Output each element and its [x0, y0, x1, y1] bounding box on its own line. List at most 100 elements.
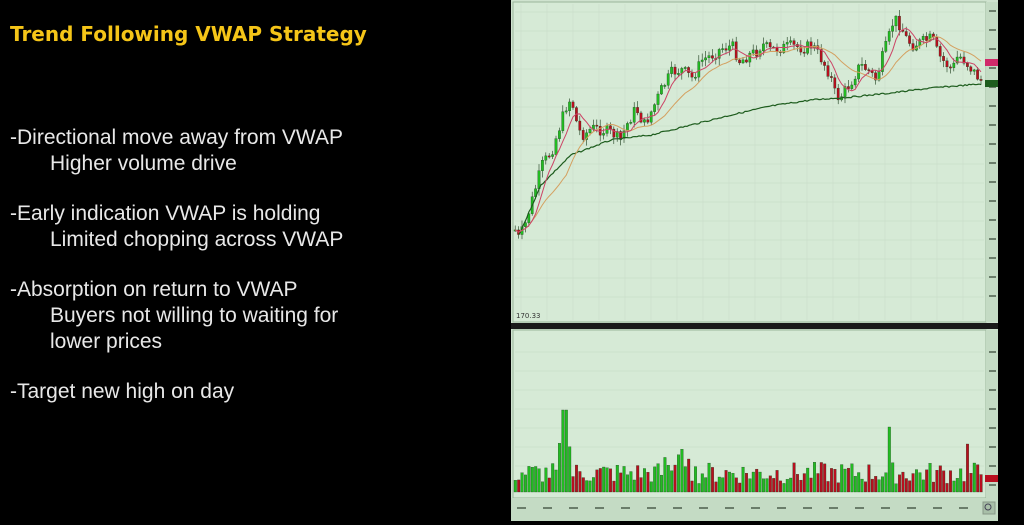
volume-bar	[558, 443, 561, 493]
candle-body	[653, 104, 656, 112]
candle-body	[673, 66, 677, 75]
candle-body	[717, 49, 721, 59]
candle-body	[979, 79, 983, 81]
volume-bar	[602, 466, 606, 493]
volume-bar	[615, 465, 619, 493]
time-tick-label	[855, 507, 864, 509]
candle-body	[738, 59, 741, 64]
current-volume-marker	[985, 475, 998, 482]
volume-pane[interactable]	[512, 329, 987, 499]
candle-body	[768, 42, 772, 48]
candlestick-chart[interactable]: 170.33	[511, 0, 998, 521]
volume-bar	[629, 471, 633, 493]
candle-body	[935, 36, 939, 47]
volume-bar	[775, 470, 779, 493]
volume-bar	[551, 463, 555, 493]
volume-bar	[649, 481, 653, 493]
candle-body	[724, 48, 728, 51]
candle-body	[799, 46, 803, 53]
candle-body	[629, 122, 633, 124]
price-tick-label	[989, 219, 996, 221]
volume-bar	[928, 463, 932, 493]
volume-bar	[833, 469, 837, 493]
time-tick-label	[517, 507, 526, 509]
candle-body	[697, 61, 701, 78]
candle-body	[789, 40, 792, 43]
price-tick-label	[989, 48, 996, 50]
candle-body	[643, 119, 646, 123]
volume-tick-label	[989, 370, 996, 372]
bullet-2: -Early indication VWAP is holding Limite…	[10, 201, 343, 253]
volume-bar	[687, 458, 691, 493]
candle-body	[959, 56, 962, 59]
volume-bar	[816, 473, 820, 493]
volume-bar	[867, 464, 871, 493]
candle-body	[683, 67, 687, 69]
candle-body	[636, 107, 639, 114]
candle-body	[894, 15, 898, 27]
fast-moving-average-line	[514, 27, 982, 233]
bullet-4: -Target new high on day	[10, 379, 343, 405]
time-tick-label	[673, 507, 682, 509]
volume-bar	[517, 479, 521, 493]
volume-tick-label	[989, 351, 996, 353]
candle-body	[833, 77, 837, 89]
candle-body	[711, 55, 714, 59]
candle-body	[802, 51, 806, 54]
candle-body	[666, 73, 670, 86]
candle-body	[955, 56, 959, 64]
volume-bar	[874, 476, 878, 493]
candle-body	[704, 57, 707, 61]
volume-bar	[830, 468, 833, 493]
volume-bar	[959, 468, 963, 493]
time-tick-label	[959, 507, 968, 509]
time-tick-label	[933, 507, 942, 509]
volume-bar	[571, 476, 575, 493]
candle-body	[558, 130, 561, 139]
bullet-1: -Directional move away from VWAP Higher …	[10, 125, 343, 177]
price-tick-label	[989, 124, 996, 126]
time-tick-label	[595, 507, 604, 509]
candle-body	[734, 41, 738, 61]
volume-bar	[578, 471, 582, 493]
price-tick-label	[989, 105, 996, 107]
time-axis[interactable]	[511, 498, 998, 521]
candle-body	[694, 76, 697, 79]
volume-bar	[707, 462, 711, 493]
volume-bar	[911, 473, 915, 493]
volume-bar	[564, 409, 568, 493]
price-tick-label	[989, 295, 996, 297]
volume-axis[interactable]	[986, 330, 998, 498]
volume-bar	[762, 478, 765, 493]
candle-body	[765, 42, 769, 45]
volume-bar	[751, 471, 755, 493]
candle-body	[707, 55, 711, 58]
candle-body	[609, 125, 612, 130]
volume-bar	[537, 468, 541, 493]
volume-bar	[670, 470, 674, 493]
bullet-3-sub-1: Buyers not willing to waiting for	[50, 304, 339, 327]
candle-body	[581, 130, 585, 140]
price-tick-label	[989, 29, 996, 31]
volume-bar	[561, 409, 565, 493]
candle-body	[524, 222, 527, 227]
volume-bar	[734, 477, 738, 493]
volume-bar	[881, 476, 884, 493]
volume-bar	[792, 462, 796, 493]
candle-body	[554, 138, 558, 155]
pane-divider[interactable]	[511, 323, 998, 329]
volume-bar	[935, 470, 939, 493]
candle-body	[843, 86, 847, 97]
candle-body	[908, 35, 911, 44]
candle-body	[972, 69, 976, 72]
volume-bar	[765, 478, 769, 493]
volume-bar	[683, 466, 687, 493]
volume-bar	[877, 479, 881, 493]
candle-body	[745, 59, 748, 63]
volume-bar	[843, 468, 847, 493]
trading-chart-panel[interactable]: 170.33	[511, 0, 998, 521]
volume-bar	[646, 472, 650, 493]
time-tick-label	[907, 507, 916, 509]
volume-bar	[598, 468, 602, 493]
volume-bar	[955, 478, 959, 493]
